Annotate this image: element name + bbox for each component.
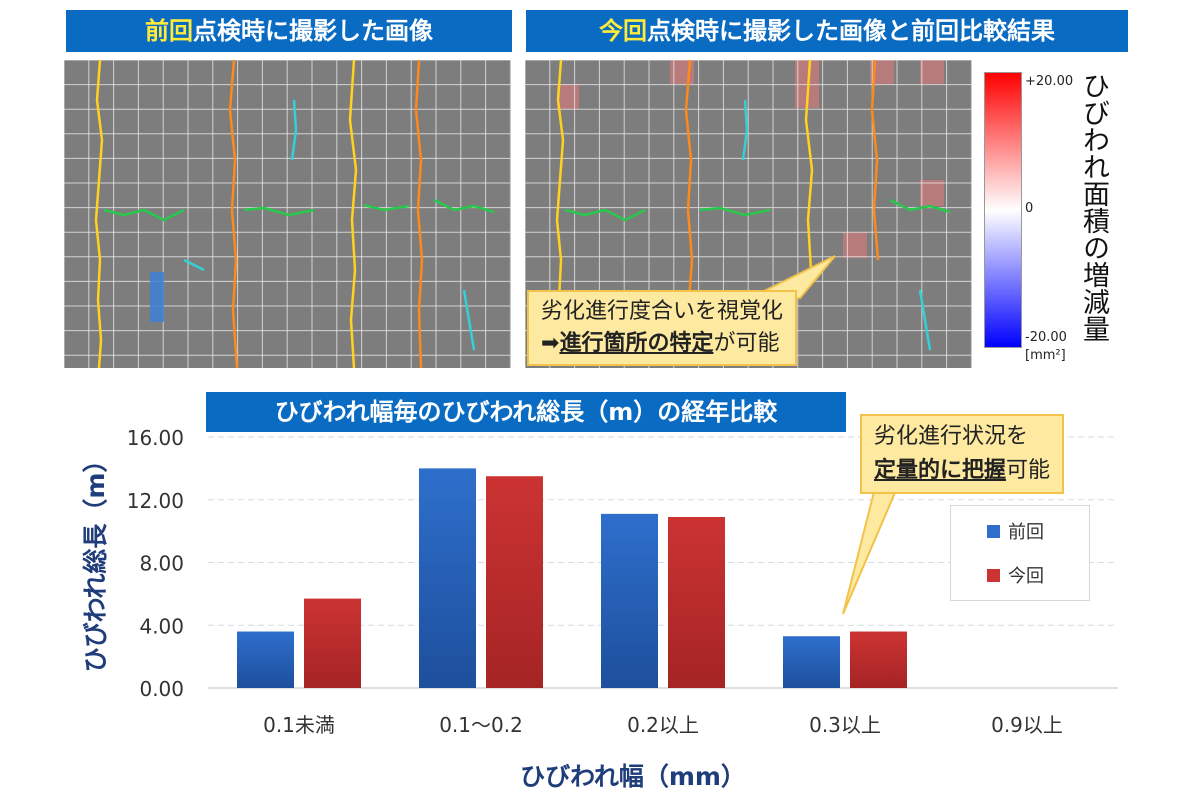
current-crack-svg xyxy=(525,60,972,368)
callout2-line1: 劣化進行状況を xyxy=(874,424,1029,449)
change-cell xyxy=(557,84,579,109)
chart-title: ひびわれ幅毎のひびわれ総長（m）の経年比較 xyxy=(206,392,846,432)
legend-swatch-previous xyxy=(987,524,1000,538)
y-tick-label: 8.00 xyxy=(139,552,184,576)
current-image-title: 今回点検時に撮影した画像と前回比較結果 xyxy=(526,10,1128,52)
callout1-line1: 劣化進行度合いを視覚化 xyxy=(541,299,784,324)
arrow-icon: ➡ xyxy=(541,331,560,356)
callout2-rest: 可能 xyxy=(1006,458,1051,483)
callout-quantitative: 劣化進行状況を 定量的に把握可能 xyxy=(860,414,1065,494)
callout2-line2: 定量的に把握可能 xyxy=(874,454,1050,488)
x-tick-label: 0.9以上 xyxy=(991,713,1063,737)
crack-branch xyxy=(290,99,298,161)
crack-branch xyxy=(741,99,749,161)
crack-branch xyxy=(243,206,315,217)
colorbar xyxy=(984,72,1022,348)
x-tick-label: 0.3以上 xyxy=(809,713,881,737)
bar-current xyxy=(850,631,907,688)
y-tick-label: 0.00 xyxy=(139,677,184,701)
change-cell xyxy=(920,180,944,206)
callout1-line2: ➡進行箇所の特定が可能 xyxy=(541,328,783,360)
previous-crack-image xyxy=(64,60,511,368)
x-axis-label: ひびわれ幅（mm） xyxy=(520,762,746,791)
y-tick-label: 16.00 xyxy=(127,426,184,450)
previous-cracks xyxy=(94,60,495,368)
bar-current xyxy=(668,517,725,688)
colorbar-max-label: +20.00 xyxy=(1025,74,1074,89)
callout2-pointer xyxy=(842,487,899,615)
y-axis-label: ひびわれ総長（m） xyxy=(81,448,110,673)
previous-image-grid xyxy=(64,60,511,368)
legend-swatch-current xyxy=(987,568,1000,582)
crack-vertical xyxy=(348,60,358,368)
crack-vertical xyxy=(555,60,565,301)
colorbar-min-label: -20.00 xyxy=(1025,330,1067,345)
crack-vertical xyxy=(414,60,424,368)
crack-branch xyxy=(889,198,951,214)
callout1-rest: が可能 xyxy=(713,331,780,356)
crack-vertical xyxy=(94,60,104,368)
crack-branch xyxy=(363,203,410,212)
crack-vertical xyxy=(684,60,694,301)
current-title-rest: 点検時に撮影した画像と前回比較結果 xyxy=(647,17,1055,45)
previous-crack-svg xyxy=(64,60,511,368)
current-title-highlight: 今回 xyxy=(599,17,647,45)
x-tick-label: 0.1未満 xyxy=(263,713,335,737)
legend-label-current: 今回 xyxy=(1008,566,1044,587)
crack-branch xyxy=(183,258,205,272)
crack-branch xyxy=(103,208,185,222)
bar-current xyxy=(304,598,361,688)
callout1-bold: 進行箇所の特定 xyxy=(559,331,714,356)
crack-branch xyxy=(699,206,771,217)
crack-vertical xyxy=(804,60,814,271)
previous-title-highlight: 前回 xyxy=(145,17,193,45)
colorbar-unit-label: [mm²] xyxy=(1025,348,1066,363)
crack-vertical xyxy=(228,60,239,368)
colorbar-mid-label: 0 xyxy=(1025,201,1034,216)
legend-label-previous: 前回 xyxy=(1008,522,1044,543)
colorbar-title: ひびわれ面積の増減量 xyxy=(1078,72,1109,342)
callout-visualization: 劣化進行度合いを視覚化 ➡進行箇所の特定が可能 xyxy=(527,290,798,366)
crack-branch xyxy=(462,289,476,351)
x-tick-label: 0.1〜0.2 xyxy=(439,713,523,737)
chart-legend: 前回 今回 xyxy=(950,505,1090,601)
legend-item-current: 今回 xyxy=(987,562,1089,588)
previous-title-rest: 点検時に撮影した画像 xyxy=(193,17,433,45)
bar-current xyxy=(486,476,543,688)
crack-branch xyxy=(564,208,646,222)
y-tick-label: 12.00 xyxy=(127,489,184,513)
scale-marker xyxy=(150,272,164,322)
crack-branch xyxy=(918,289,932,351)
callout2-bold: 定量的に把握 xyxy=(874,458,1007,483)
bar-previous xyxy=(783,636,840,688)
x-tick-label: 0.2以上 xyxy=(627,713,699,737)
bar-previous xyxy=(419,468,476,688)
crack-branch xyxy=(433,198,495,214)
change-cell xyxy=(920,60,944,84)
crack-vertical xyxy=(870,60,880,261)
current-cracks xyxy=(555,60,951,351)
bar-previous xyxy=(237,631,294,688)
bar-previous xyxy=(601,513,658,688)
legend-item-previous: 前回 xyxy=(987,518,1089,544)
previous-image-title: 前回点検時に撮影した画像 xyxy=(66,10,512,52)
y-tick-label: 4.00 xyxy=(139,614,184,638)
